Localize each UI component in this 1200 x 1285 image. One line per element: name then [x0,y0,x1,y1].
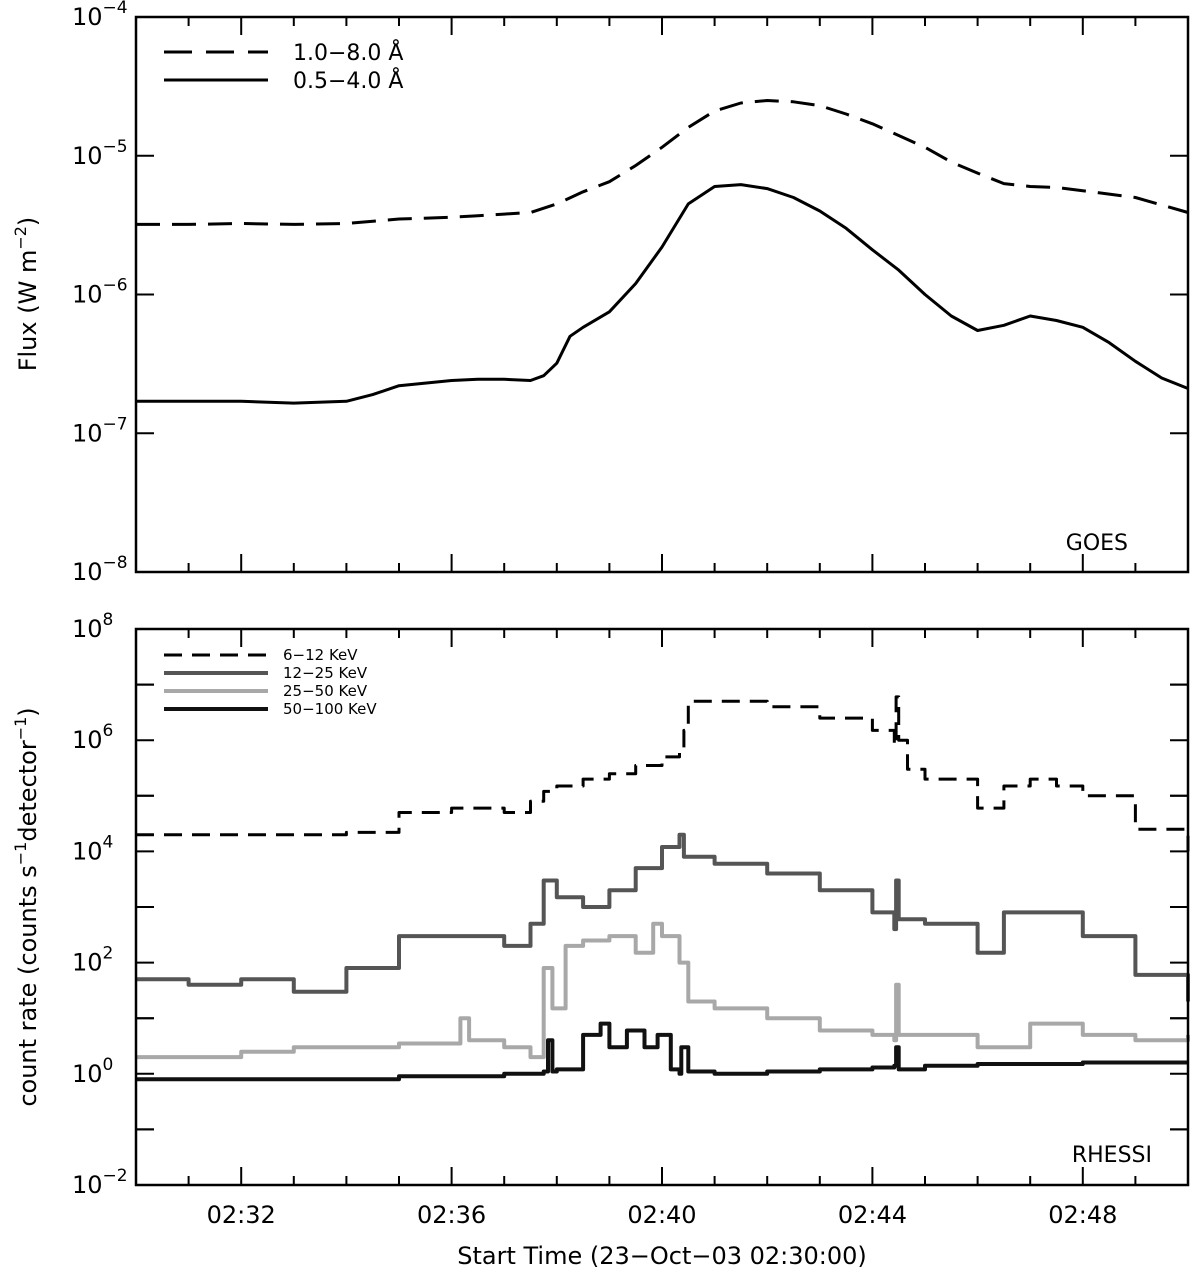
y-tick-label: 10−5 [72,137,128,170]
y-tick-label: 10−7 [72,414,128,447]
y-tick-label: 10−6 [72,276,128,309]
x-axis-label: Start Time (23−Oct−03 02:30:00) [457,1242,867,1270]
x-tick-label: 02:40 [627,1201,696,1229]
x-tick-label: 02:44 [838,1201,907,1229]
y-tick-label: 100 [72,1055,113,1088]
x-tick-label: 02:32 [207,1201,276,1229]
legend-label: 0.5−4.0 Å [293,67,403,94]
legend-label: 25−50 KeV [283,682,368,700]
y-tick-label: 106 [72,721,113,754]
rhessi-y-axis-label: count rate (counts s−1detector−1) [11,707,42,1106]
goes-panel-label: GOES [1066,531,1128,556]
goes-x-ticks [135,17,1189,572]
y-tick-label: 104 [72,832,113,865]
series-line-6-12-kev [136,695,1190,852]
legend-label: 50−100 KeV [283,700,377,718]
legend-label: 6−12 KeV [283,646,358,664]
x-tick-label: 02:48 [1048,1201,1117,1229]
y-tick-label: 108 [72,610,113,643]
series-line-1-0-8-0- [136,99,1189,226]
series-line-25-50-kev [136,921,1190,1060]
x-tick-label: 02:36 [417,1201,486,1229]
legend-label: 12−25 KeV [283,664,368,682]
goes-legend: 1.0−8.0 Å0.5−4.0 Å [164,39,403,94]
series-line-50-100-kev [136,1021,1188,1082]
legend-label: 1.0−8.0 Å [293,39,403,66]
goes-panel: 10−8 10−7 10−6 10−5 10−4 GOES Flux (W m−2) 1… [11,0,1190,586]
y-tick-label: 10−4 [72,0,128,31]
rhessi-x-ticks: 02:32 02:36 02:40 02:44 02:48 [135,629,1189,1229]
y-tick-label: 102 [72,944,113,977]
rhessi-y-ticks: 10−2 100 102 104 106 108 [72,610,1188,1199]
rhessi-panel: 02:32 02:36 02:40 02:44 02:48 10−21001021041… [11,610,1190,1270]
rhessi-series-group [136,695,1190,1082]
series-line-0-5-4-0- [136,183,1189,405]
rhessi-panel-label: RHESSI [1072,1143,1152,1168]
series-line-12-25-kev [136,832,1190,1002]
y-tick-label: 10−2 [72,1166,128,1199]
goes-y-ticks: 10−8 10−7 10−6 10−5 10−4 [72,0,1188,586]
goes-series-group [136,99,1189,405]
goes-y-axis-label: Flux (W m−2) [11,217,42,372]
y-tick-label: 10−8 [72,553,128,586]
